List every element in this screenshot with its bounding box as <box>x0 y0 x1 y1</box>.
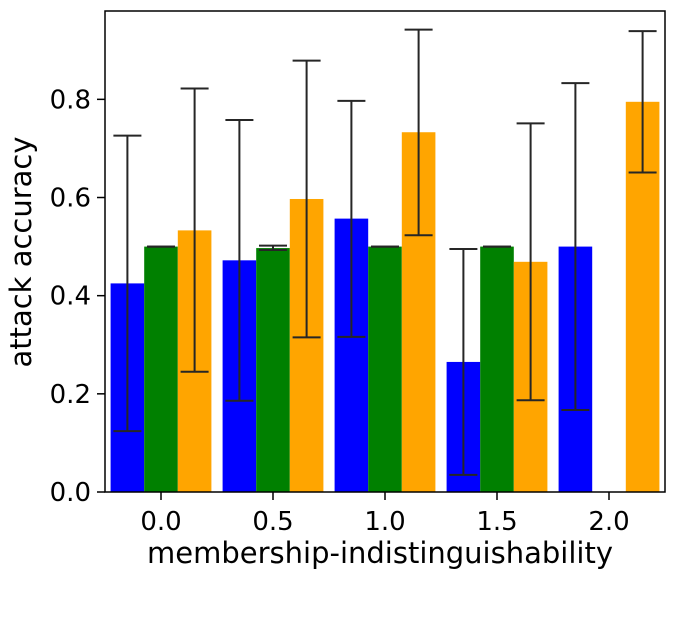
bar <box>480 246 514 492</box>
bar <box>368 246 402 492</box>
x-tick-label: 2.0 <box>588 507 629 537</box>
x-axis-label: membership-indistinguishability <box>147 536 613 570</box>
plot-area <box>110 28 660 493</box>
x-tick-label: 1.0 <box>364 507 405 537</box>
y-tick-label: 0.6 <box>50 184 91 214</box>
y-tick-label: 0.0 <box>50 478 91 508</box>
x-tick-label: 1.5 <box>476 507 517 537</box>
bar <box>256 248 290 492</box>
x-tick-label: 0.0 <box>140 507 181 537</box>
x-tick-label: 0.5 <box>252 507 293 537</box>
axes: 0.0 0.2 0.4 0.6 0.8 0.0 0.5 1.0 1.5 2.0 <box>50 85 630 537</box>
y-tick-label: 0.2 <box>50 380 91 410</box>
y-tick-label: 0.4 <box>50 282 91 312</box>
y-axis-label: attack accuracy <box>4 136 38 367</box>
bar <box>144 246 178 492</box>
y-tick-label: 0.8 <box>50 85 91 115</box>
